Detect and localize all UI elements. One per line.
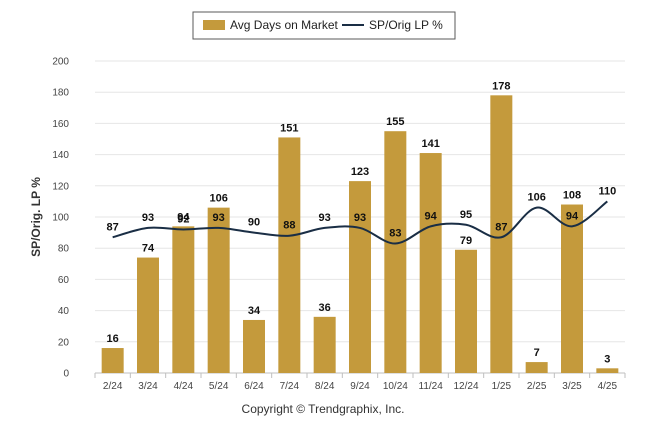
bar-value-label: 106 (209, 193, 227, 205)
legend-bar-label: Avg Days on Market (230, 18, 338, 32)
line-value-label: 88 (283, 220, 295, 232)
bar (137, 257, 159, 373)
line-value-labels: 87 93 92 93 90 88 93 93 83 94 95 87 106 94 110 (107, 185, 617, 239)
y-tick-label: 180 (52, 88, 69, 99)
bar (349, 181, 371, 373)
y-tick-label: 100 (52, 213, 69, 224)
x-tick-label: 6/24 (244, 381, 264, 392)
copyright-text: Copyright © Trendgraphix, Inc. (241, 402, 405, 416)
bar-value-labels: 16 74 94 106 34 151 36 123 155 141 79 178 7 108 3 (107, 80, 611, 365)
line-value-label: 87 (107, 221, 119, 233)
x-tick-label: 3/25 (562, 381, 582, 392)
y-axis-label: SP/Orig. LP % (29, 177, 43, 257)
bar-value-label: 155 (386, 116, 404, 128)
bar-value-label: 151 (280, 122, 298, 134)
bar-value-label: 178 (492, 80, 510, 92)
y-tick-label: 60 (58, 275, 70, 286)
x-tick-label: 7/24 (280, 381, 300, 392)
bar-value-label: 16 (107, 333, 119, 345)
y-tick-label: 80 (58, 244, 70, 255)
line-series (112, 200, 608, 245)
line-value-label: 95 (460, 209, 472, 221)
line-value-label: 92 (177, 213, 189, 225)
line-value-label: 87 (495, 221, 507, 233)
line-value-label: 94 (566, 210, 579, 222)
legend-bar-swatch (203, 20, 225, 30)
bar (455, 249, 477, 373)
y-tick-label: 140 (52, 150, 69, 161)
x-tick-label: 3/24 (138, 381, 158, 392)
bar (384, 131, 407, 373)
bar-value-label: 34 (248, 305, 261, 317)
bar (101, 348, 124, 373)
line-value-label: 110 (598, 185, 616, 197)
y-tick-label: 0 (63, 369, 69, 380)
line-value-label: 93 (354, 212, 366, 224)
bar (596, 368, 619, 373)
bar (419, 153, 442, 373)
legend-box (192, 11, 456, 40)
bar (207, 207, 230, 373)
legend-line-label: SP/Orig LP % (369, 18, 443, 32)
x-tick-label: 12/24 (453, 381, 478, 392)
x-tick-label: 2/24 (103, 381, 123, 392)
bar-value-label: 3 (604, 353, 610, 365)
bar (278, 137, 301, 373)
bar (243, 319, 265, 373)
y-tick-label: 40 (58, 306, 70, 317)
line-value-label: 83 (389, 228, 401, 240)
bar (561, 204, 583, 373)
bar-value-label: 36 (319, 302, 331, 314)
y-tick-label: 200 (52, 57, 69, 68)
line-value-label: 106 (527, 192, 545, 204)
bar-value-label: 108 (563, 190, 581, 202)
x-tick-label: 8/24 (315, 381, 335, 392)
line-value-label: 93 (142, 212, 154, 224)
bar-value-label: 123 (351, 166, 369, 178)
x-tick-label: 1/25 (492, 381, 512, 392)
x-tick-label: 11/24 (419, 381, 444, 392)
line-value-label: 93 (213, 212, 225, 224)
line-value-label: 94 (425, 210, 438, 222)
y-axis-ticks: 0 20 40 60 80 100 120 140 160 180 200 (52, 57, 69, 380)
y-tick-label: 20 (58, 337, 70, 348)
bar-value-label: 141 (421, 138, 439, 150)
bar (525, 362, 548, 373)
bar-series (101, 95, 619, 373)
bar-value-label: 79 (460, 235, 472, 247)
bar-value-label: 94 (177, 211, 190, 223)
x-axis-ticks: 2/24 3/24 4/24 5/24 6/24 7/24 8/24 9/24 10/24 11/… (94, 373, 626, 392)
x-tick-label: 4/25 (598, 381, 618, 392)
bar (313, 316, 336, 373)
line-value-label: 90 (248, 217, 260, 229)
bar-value-label: 74 (142, 243, 155, 255)
bar (172, 226, 195, 373)
legend: Avg Days on Market SP/Orig LP % (192, 11, 456, 40)
x-tick-label: 5/24 (209, 381, 229, 392)
x-tick-label: 10/24 (383, 381, 408, 392)
line-value-label: 93 (319, 212, 331, 224)
series-line (112, 200, 608, 245)
x-tick-label: 4/24 (174, 381, 194, 392)
bar-value-label: 7 (534, 347, 540, 359)
y-tick-label: 120 (52, 181, 69, 192)
bar (490, 95, 513, 373)
x-tick-label: 2/25 (527, 381, 547, 392)
x-tick-label: 9/24 (350, 381, 370, 392)
y-tick-label: 160 (52, 119, 69, 130)
